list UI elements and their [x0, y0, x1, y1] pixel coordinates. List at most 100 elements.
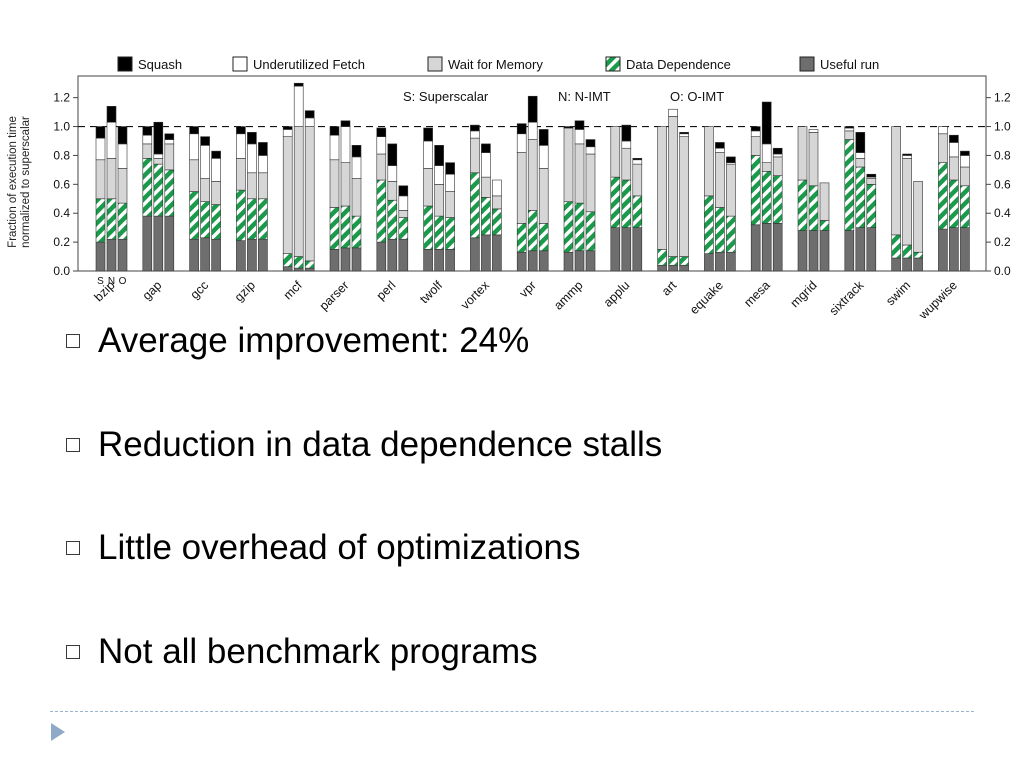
bar-segment-fetch [938, 126, 948, 135]
bullet-text: Reduction in data dependence stalls [98, 424, 663, 464]
bar-segment-squash [844, 126, 855, 129]
bar-segment-fetch [470, 130, 480, 139]
bar-segment-dependence [808, 185, 819, 231]
bar-segment-fetch [761, 143, 772, 163]
bar-segment-memory [236, 158, 246, 191]
bar-segment-memory [772, 156, 783, 176]
bar-segment-useful [657, 264, 667, 272]
bar-segment-memory [527, 139, 538, 211]
bar-segment-squash [750, 126, 761, 132]
bar-sublabel: N [108, 276, 115, 287]
bar-segment-useful [772, 223, 783, 272]
bar-segment-memory [891, 126, 901, 236]
bar-segment-fetch [258, 155, 268, 174]
bar-segment-dependence [797, 179, 808, 231]
bar-segment-squash [258, 142, 268, 156]
benchmark-label: applu [601, 278, 633, 310]
bar-segment-dependence [574, 202, 585, 252]
bar-segment-dependence [481, 197, 491, 236]
bar-segment-squash [117, 126, 128, 145]
bar-segment-useful [891, 257, 901, 272]
bar-segment-dependence [340, 205, 351, 249]
y-tick-label: 0.2 [53, 235, 70, 249]
bar-segment-memory [398, 210, 409, 218]
bar-segment-useful [679, 264, 689, 272]
bar-sublabel: S [97, 276, 104, 287]
bar-segment-memory [538, 168, 549, 224]
bar-segment-memory [679, 136, 689, 257]
y-tick-label-right: 0.8 [994, 148, 1011, 162]
bar-segment-useful [304, 267, 315, 272]
chart-annotation: O: O-IMT [670, 89, 724, 104]
bar-segment-squash [538, 129, 549, 146]
bar-segment-memory [632, 163, 643, 197]
bar-segment-fetch [492, 179, 502, 197]
bar-segment-fetch [481, 152, 491, 178]
bar-segment-useful [340, 247, 351, 272]
bar-segment-useful [632, 227, 643, 272]
y-axis-title-line: Fraction of execution time [7, 116, 19, 248]
bar-segment-fetch [142, 134, 153, 145]
bar-segment-dependence [142, 158, 153, 217]
legend-label: Useful run [820, 57, 879, 72]
bar-segment-useful [236, 240, 246, 272]
bar-segment-fetch [398, 195, 409, 211]
bar-segment-useful [445, 249, 455, 272]
bar-segment-fetch [538, 145, 549, 169]
bar-segment-squash [387, 143, 398, 166]
bar-segment-useful [819, 230, 830, 272]
bar-segment-dependence [819, 220, 830, 231]
bar-segment-memory [902, 158, 912, 246]
bar-segment-memory [470, 137, 480, 174]
bar-segment-useful [434, 249, 444, 272]
bar-segment-squash [585, 139, 596, 148]
bar-segment-useful [715, 251, 725, 272]
bullet-text: Little overhead of optimizations [98, 528, 581, 567]
bar-segment-useful [563, 251, 574, 272]
legend-label: Data Dependence [626, 57, 731, 72]
bar-segment-memory [492, 195, 502, 210]
bar-segment-fetch [282, 129, 293, 137]
bar-segment-useful [621, 227, 632, 272]
bar-segment-useful [153, 215, 164, 272]
bar-segment-squash [516, 123, 527, 135]
y-tick-label-right: 1.2 [994, 91, 1011, 105]
bar-segment-useful [142, 215, 153, 272]
bar-segment-memory [866, 178, 877, 185]
bar-segment-squash [855, 132, 866, 153]
benchmark-label: gap [140, 278, 165, 303]
bar-segment-useful [866, 227, 877, 272]
benchmark-label: twolf [417, 278, 445, 306]
bar-segment-dependence [95, 198, 106, 243]
benchmark-label: mgrid [788, 278, 820, 310]
bar-segment-memory [200, 178, 210, 202]
bar-segment-squash [574, 120, 585, 130]
bar-segment-squash [376, 127, 387, 137]
bar-segment-squash [445, 162, 455, 175]
bar-segment-dependence [164, 169, 175, 217]
bar-segment-useful [726, 251, 736, 272]
bar-segment-memory [142, 143, 153, 159]
bar-segment-memory [516, 152, 527, 224]
bar-segment-memory [211, 181, 221, 205]
square-bullet-icon [66, 644, 80, 659]
bar-segment-squash [563, 126, 574, 129]
bar-segment-fetch [329, 134, 340, 161]
bullet-text: Average improvement: 24% [98, 321, 530, 360]
bar-segment-useful [574, 250, 585, 272]
bar-segment-fetch [844, 127, 855, 132]
bar-segment-useful [797, 230, 808, 272]
bar-segment-dependence [527, 210, 538, 252]
bar-segment-memory [153, 158, 164, 165]
bar-segment-squash [470, 124, 480, 132]
legend-swatch [427, 56, 443, 72]
benchmark-label: gcc [188, 278, 212, 302]
bar-segment-dependence [445, 217, 455, 250]
bar-segment-dependence [621, 179, 632, 228]
bar-segment-fetch [387, 165, 398, 182]
bar-segment-dependence [117, 202, 128, 240]
bar-segment-squash [282, 126, 293, 130]
bar-segment-memory [164, 143, 175, 171]
bar-segment-squash [351, 145, 362, 158]
bar-segment-useful [200, 237, 210, 272]
